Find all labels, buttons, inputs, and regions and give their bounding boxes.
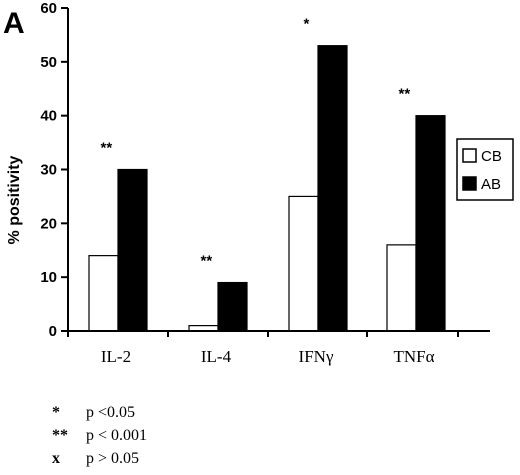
x-tick-label: TNFα <box>393 347 434 366</box>
footnote-text: p > 0.05 <box>86 450 139 467</box>
bar-cb-3 <box>386 244 417 332</box>
significance-marker: ** <box>201 253 213 270</box>
y-tick-label: 50 <box>40 54 57 71</box>
y-tick-label: 10 <box>40 269 57 286</box>
panel-label: A <box>3 7 25 40</box>
legend-swatch-ab <box>462 176 477 191</box>
y-tick-label: 20 <box>40 215 57 232</box>
significance-marker: ** <box>399 86 411 103</box>
legend-swatch-cb <box>462 148 477 163</box>
legend-label-cb: CB <box>481 148 502 165</box>
bar-cb-2 <box>288 195 319 332</box>
footnote-symbol: ** <box>52 427 68 444</box>
footnote-text: p <0.05 <box>86 404 135 421</box>
footnote-symbol: * <box>52 404 60 421</box>
x-axis-ticks: IL-2 IL-4 IFNγ TNFα <box>67 331 459 366</box>
x-tick-label: IFNγ <box>299 347 334 366</box>
significance-marker: ** <box>101 140 113 157</box>
bar-cb-0 <box>88 255 119 332</box>
y-axis-ticks: 0 10 20 30 40 50 60 <box>40 0 68 340</box>
y-tick-label: 40 <box>40 108 57 125</box>
y-tick-label: 60 <box>40 0 57 17</box>
legend: CB AB <box>456 138 514 201</box>
y-axis-label: % positivity <box>6 155 23 244</box>
bars <box>88 45 446 332</box>
bar-ab-0 <box>117 168 148 332</box>
legend-label-ab: AB <box>481 176 501 193</box>
footnote-text: p < 0.001 <box>86 427 147 444</box>
y-tick-label: 30 <box>40 162 57 179</box>
footnote-symbol: x <box>52 450 60 467</box>
bar-ab-3 <box>415 115 446 332</box>
x-tick-label: IL-4 <box>201 347 232 366</box>
bar-ab-2 <box>317 45 348 332</box>
significance-marker: * <box>303 16 309 33</box>
y-tick-label: 0 <box>49 323 57 340</box>
significance-annotations: ******* <box>101 16 411 270</box>
x-tick-label: IL-2 <box>101 347 131 366</box>
bar-ab-1 <box>217 281 248 332</box>
